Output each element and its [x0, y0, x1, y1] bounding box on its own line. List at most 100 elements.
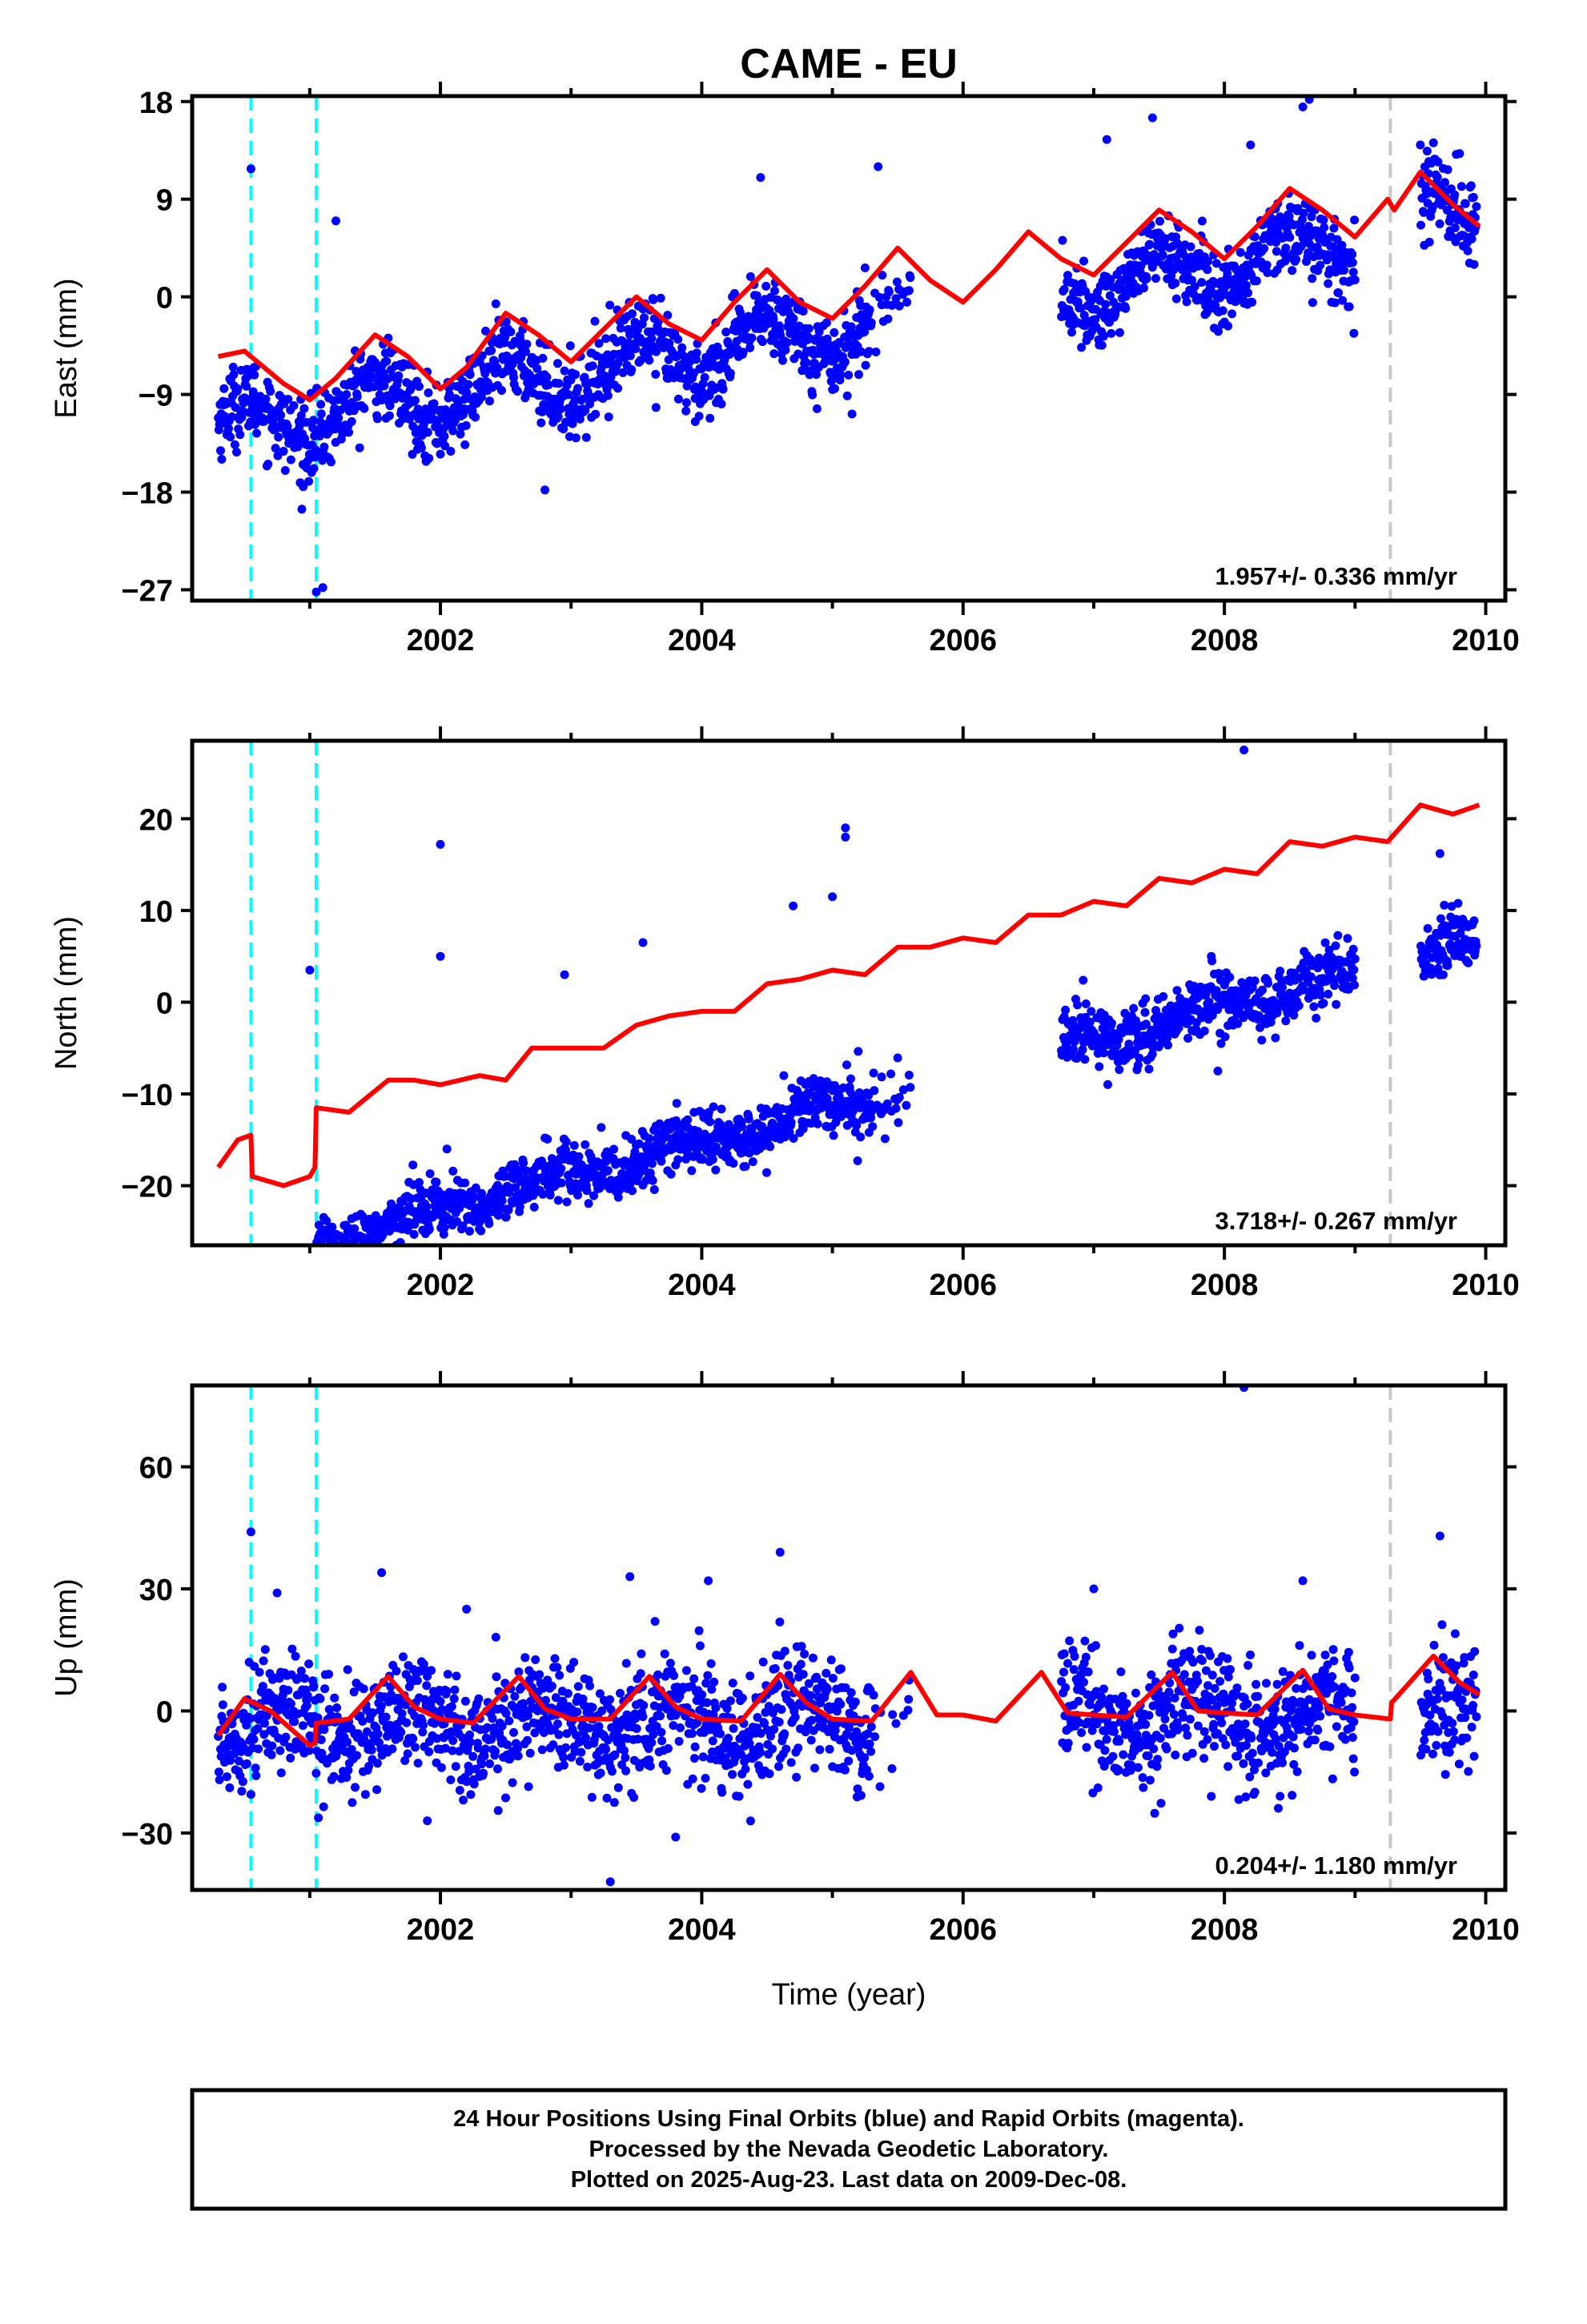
data-point — [808, 390, 818, 400]
data-point — [1133, 1763, 1143, 1772]
data-point — [267, 1317, 276, 1325]
data-point — [647, 1738, 657, 1747]
data-point — [330, 1693, 339, 1703]
data-point — [1334, 288, 1344, 298]
data-point — [270, 1313, 279, 1321]
data-point — [1107, 1019, 1116, 1028]
data-point — [1440, 900, 1449, 910]
data-point — [758, 1657, 768, 1667]
data-point — [1083, 1667, 1093, 1677]
data-point — [1141, 1719, 1151, 1729]
data-point — [251, 1320, 260, 1329]
data-point — [741, 1162, 750, 1171]
data-point — [481, 1744, 490, 1754]
data-point — [717, 1787, 727, 1797]
x-tick-label: 2006 — [930, 1269, 998, 1302]
data-point — [737, 1694, 747, 1703]
data-point — [649, 1185, 659, 1194]
data-point — [259, 1319, 268, 1328]
data-point — [342, 390, 352, 400]
data-point — [298, 1721, 307, 1731]
data-point — [1423, 923, 1432, 933]
data-point — [1469, 259, 1479, 269]
data-point — [275, 1333, 284, 1342]
data-point — [291, 1651, 300, 1661]
data-point — [545, 1190, 555, 1200]
data-point — [420, 1247, 429, 1256]
data-point — [1092, 1719, 1102, 1729]
data-point — [477, 1759, 486, 1769]
data-point — [309, 1287, 318, 1296]
data-point — [432, 1177, 441, 1187]
data-point — [904, 286, 914, 296]
data-point — [242, 381, 251, 391]
data-point — [1062, 1039, 1071, 1048]
data-point — [561, 1137, 571, 1147]
data-point — [329, 1771, 339, 1781]
data-point — [774, 1717, 784, 1727]
data-point — [267, 1298, 276, 1307]
data-point — [227, 1289, 236, 1297]
data-point — [1142, 274, 1151, 283]
data-point — [856, 1791, 866, 1800]
data-point — [583, 1763, 593, 1771]
data-point — [485, 1759, 494, 1768]
data-point — [508, 1778, 517, 1787]
data-point — [1416, 140, 1425, 150]
data-point — [697, 1155, 707, 1164]
data-point — [535, 1670, 544, 1679]
data-point — [291, 1340, 300, 1349]
data-point — [231, 1313, 240, 1321]
data-point — [274, 1297, 283, 1305]
data-point — [1227, 309, 1237, 319]
data-point — [271, 1312, 279, 1321]
data-point — [1308, 298, 1317, 308]
data-point — [556, 404, 565, 414]
data-point — [681, 1666, 691, 1675]
data-point — [461, 420, 471, 430]
data-point — [251, 1324, 259, 1333]
data-point — [294, 1293, 303, 1301]
data-point — [216, 1281, 225, 1290]
data-point — [547, 1682, 556, 1691]
data-point — [227, 412, 237, 421]
data-point — [238, 1777, 247, 1787]
data-point — [252, 1331, 261, 1340]
data-point — [1093, 1783, 1103, 1792]
data-point — [278, 1297, 287, 1306]
data-point — [221, 1305, 230, 1313]
data-point — [424, 388, 433, 397]
data-point — [1455, 149, 1464, 159]
data-point — [279, 447, 288, 456]
data-point — [239, 1271, 247, 1280]
data-point — [765, 1769, 774, 1779]
data-point — [1138, 1773, 1147, 1783]
data-point — [1068, 1015, 1078, 1025]
data-point — [638, 938, 648, 947]
data-point — [322, 1216, 331, 1225]
data-point — [223, 1310, 232, 1319]
data-point — [1107, 328, 1116, 338]
data-point — [796, 1659, 806, 1669]
data-point — [850, 1697, 860, 1707]
data-point — [442, 1144, 452, 1154]
data-point — [271, 444, 280, 453]
data-point — [448, 1746, 457, 1755]
data-point — [1246, 140, 1256, 150]
data-point — [258, 1682, 267, 1691]
data-point — [299, 404, 309, 413]
data-point — [500, 332, 510, 342]
data-point — [1087, 1007, 1096, 1016]
data-point — [217, 1295, 226, 1304]
data-point — [891, 294, 901, 304]
data-point — [564, 390, 573, 400]
data-point — [661, 1766, 671, 1775]
data-point — [519, 1158, 528, 1168]
data-point — [409, 1229, 419, 1239]
data-point — [563, 1689, 573, 1699]
data-point — [560, 366, 569, 376]
data-point — [283, 1303, 291, 1312]
data-point — [902, 1100, 911, 1110]
data-point — [252, 428, 261, 438]
data-point — [596, 1768, 605, 1778]
